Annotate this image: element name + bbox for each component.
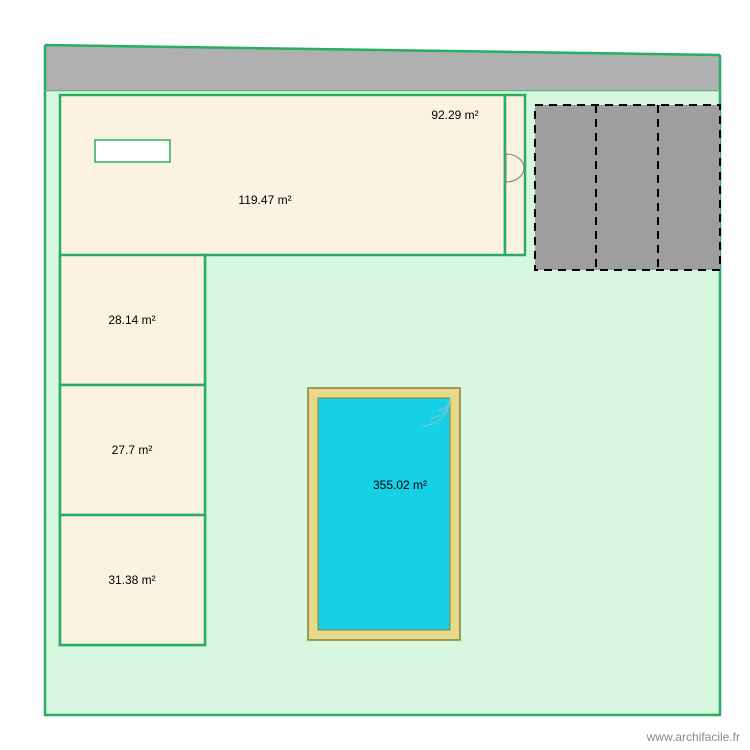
main-room-label: 119.47 m² (238, 193, 291, 207)
room-b-label: 27.7 m² (112, 443, 153, 457)
floorplan-canvas: 119.47 m² 92.29 m² 28.14 m² 27.7 m² 31.3… (0, 0, 750, 750)
room-c-label: 31.38 m² (108, 573, 155, 587)
watermark-text: www.archifacile.fr (647, 730, 740, 744)
room-a-label: 28.14 m² (108, 313, 155, 327)
floorplan-svg (0, 0, 750, 750)
pool-water (318, 398, 450, 630)
concrete-strip (45, 45, 720, 90)
upper-right-room-label: 92.29 m² (431, 108, 478, 122)
white-fixture (95, 140, 170, 162)
garage-outline (535, 105, 720, 270)
lawn-label: 355.02 m² (373, 478, 427, 492)
